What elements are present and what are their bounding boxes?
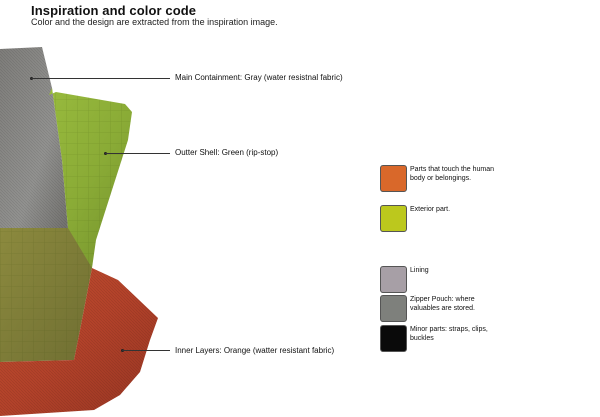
legend-label: Zipper Pouch: where valuables are stored… [410,296,475,312]
legend-label: Exterior part. [410,206,451,213]
page-title: Inspiration and color code [31,3,197,18]
olive-fabric-swatch [0,228,92,362]
legend-item-lining: Lining [380,266,506,293]
legend-item-exterior: Exterior part. [380,205,506,232]
legend-label: Parts that touch the human body or belon… [410,166,495,182]
legend-label: Minor parts: straps, clips, buckles [410,326,488,342]
callout-green-line [105,153,170,154]
legend-item-minor-parts: Minor parts: straps, clips, buckles [380,325,506,352]
legend-swatch-orange [380,165,407,192]
legend-swatch-gray [380,295,407,322]
legend-swatch-green [380,205,407,232]
legend-item-zipper-pouch: Zipper Pouch: where valuables are stored… [380,295,506,322]
callout-gray-label: Main Containment: Gray (water resistnal … [175,73,343,82]
gray-fabric-swatch [0,47,68,238]
legend-swatch-black [380,325,407,352]
legend-label: Lining [410,267,429,274]
callout-gray-line [31,78,170,79]
callout-orange-line [122,350,170,351]
callout-orange-label: Inner Layers: Orange (watter resistant f… [175,346,335,355]
legend-swatch-lilac [380,266,407,293]
orange-fabric-swatch [0,268,158,416]
callout-green-label: Outter Shell: Green (rip-stop) [175,148,279,157]
page-subtitle: Color and the design are extracted from … [31,17,278,27]
legend-item-body-contact: Parts that touch the human body or belon… [380,165,506,192]
